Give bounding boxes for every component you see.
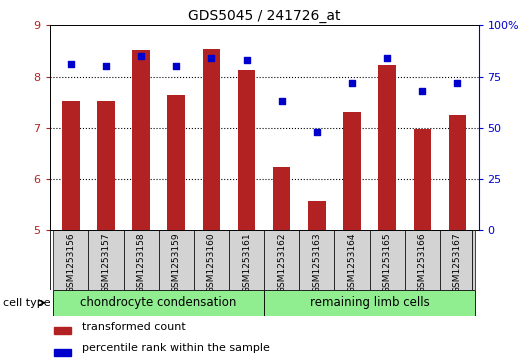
Text: chondrocyte condensation: chondrocyte condensation — [81, 296, 237, 309]
Bar — [229, 230, 264, 290]
Point — [102, 64, 110, 69]
Point — [348, 80, 356, 86]
Bar — [273, 167, 290, 230]
Bar — [54, 327, 71, 334]
Text: GSM1253160: GSM1253160 — [207, 232, 216, 293]
Bar — [167, 95, 185, 230]
Text: GSM1253158: GSM1253158 — [137, 232, 145, 293]
Text: remaining limb cells: remaining limb cells — [310, 296, 429, 309]
Bar — [264, 230, 299, 290]
Bar — [378, 65, 396, 230]
Bar — [308, 201, 326, 230]
Point — [66, 61, 75, 67]
Bar — [53, 290, 264, 316]
Bar — [449, 115, 466, 230]
Bar — [54, 349, 71, 356]
Bar — [88, 230, 123, 290]
Point — [453, 80, 462, 86]
Bar — [370, 230, 405, 290]
Point — [242, 57, 251, 63]
Bar — [264, 290, 475, 316]
Bar — [299, 230, 334, 290]
Text: GSM1253166: GSM1253166 — [418, 232, 427, 293]
Point — [313, 129, 321, 135]
Bar — [194, 230, 229, 290]
Bar — [62, 101, 79, 230]
Bar — [334, 230, 370, 290]
Bar — [405, 230, 440, 290]
Bar — [238, 70, 255, 230]
Title: GDS5045 / 241726_at: GDS5045 / 241726_at — [188, 9, 340, 23]
Point — [172, 64, 180, 69]
Text: GSM1253163: GSM1253163 — [312, 232, 321, 293]
Bar — [440, 230, 475, 290]
Bar — [158, 230, 194, 290]
Bar — [132, 50, 150, 230]
Text: GSM1253165: GSM1253165 — [383, 232, 392, 293]
Bar — [414, 129, 431, 230]
Text: GSM1253164: GSM1253164 — [347, 232, 357, 293]
Text: GSM1253159: GSM1253159 — [172, 232, 181, 293]
Point — [418, 88, 426, 94]
Bar — [123, 230, 158, 290]
Text: cell type: cell type — [3, 298, 50, 308]
Bar — [343, 112, 361, 230]
Bar — [202, 49, 220, 230]
Point — [137, 53, 145, 59]
Text: GSM1253167: GSM1253167 — [453, 232, 462, 293]
Text: GSM1253162: GSM1253162 — [277, 232, 286, 293]
Bar — [97, 101, 115, 230]
Text: GSM1253156: GSM1253156 — [66, 232, 75, 293]
Text: percentile rank within the sample: percentile rank within the sample — [82, 343, 270, 354]
Text: GSM1253161: GSM1253161 — [242, 232, 251, 293]
Bar — [53, 230, 88, 290]
Point — [278, 98, 286, 104]
Text: GSM1253157: GSM1253157 — [101, 232, 110, 293]
Text: transformed count: transformed count — [82, 322, 186, 332]
Point — [383, 55, 391, 61]
Point — [207, 55, 215, 61]
